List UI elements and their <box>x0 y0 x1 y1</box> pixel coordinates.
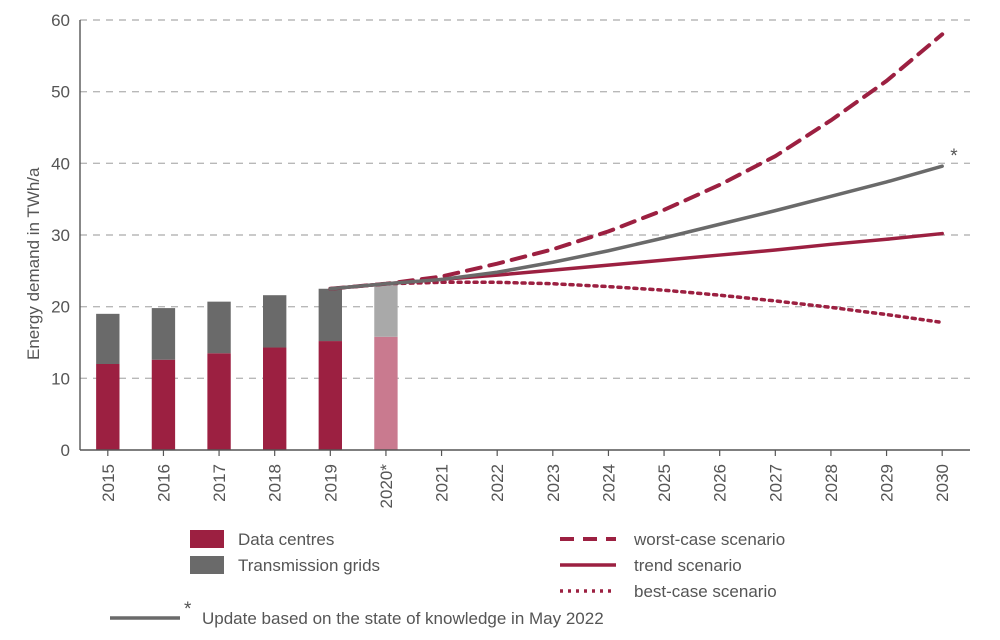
y-tick-label: 0 <box>61 441 70 460</box>
bar-segment <box>263 348 286 450</box>
x-tick-label: 2029 <box>878 464 897 502</box>
x-tick-label: 2017 <box>210 464 229 502</box>
legend-label: Data centres <box>238 530 334 549</box>
x-tick-label: 2015 <box>99 464 118 502</box>
y-tick-label: 10 <box>51 369 70 388</box>
x-tick-label: 2025 <box>655 464 674 502</box>
y-tick-label: 30 <box>51 226 70 245</box>
x-tick-label: 2021 <box>433 464 452 502</box>
bar-segment <box>152 308 175 360</box>
x-tick-label: 2019 <box>321 464 340 502</box>
bar-segment <box>96 314 119 364</box>
legend-swatch <box>190 556 224 574</box>
bar-segment <box>207 302 230 354</box>
bar-segment <box>319 289 342 341</box>
footnote-text: Update based on the state of knowledge i… <box>202 609 604 628</box>
energy-demand-chart: Energy demand in TWh/a 0102030405060*201… <box>0 0 1000 640</box>
x-tick-label: 2026 <box>711 464 730 502</box>
y-tick-label: 20 <box>51 298 70 317</box>
y-tick-label: 40 <box>51 154 70 173</box>
x-tick-label: 2022 <box>488 464 507 502</box>
bar-segment <box>96 364 119 450</box>
legend-swatch <box>190 530 224 548</box>
line-end-marker: * <box>950 146 958 167</box>
x-tick-label: 2030 <box>933 464 952 502</box>
bar-segment <box>374 337 397 450</box>
y-axis-label-text: Energy demand in TWh/a <box>24 168 43 360</box>
x-tick-label: 2020* <box>377 464 396 509</box>
bar-segment <box>152 360 175 450</box>
series-line <box>330 166 942 289</box>
x-tick-label: 2024 <box>599 464 618 502</box>
y-tick-label: 50 <box>51 83 70 102</box>
x-tick-label: 2018 <box>266 464 285 502</box>
x-tick-label: 2023 <box>544 464 563 502</box>
y-axis-label: Energy demand in TWh/a <box>24 168 44 360</box>
bar-segment <box>207 353 230 450</box>
series-line <box>330 282 942 322</box>
x-tick-label: 2016 <box>154 464 173 502</box>
series-line <box>330 34 942 288</box>
footnote-marker: * <box>184 599 192 620</box>
bar-segment <box>263 295 286 347</box>
bar-segment <box>319 341 342 450</box>
legend-label: Transmission grids <box>238 556 380 575</box>
y-tick-label: 60 <box>51 11 70 30</box>
x-tick-label: 2028 <box>822 464 841 502</box>
legend-label: worst-case scenario <box>633 530 785 549</box>
chart-svg: 0102030405060*201520162017201820192020*2… <box>0 0 1000 640</box>
bar-segment <box>374 284 397 337</box>
legend-label: best-case scenario <box>634 582 777 601</box>
x-tick-label: 2027 <box>766 464 785 502</box>
legend-label: trend scenario <box>634 556 742 575</box>
